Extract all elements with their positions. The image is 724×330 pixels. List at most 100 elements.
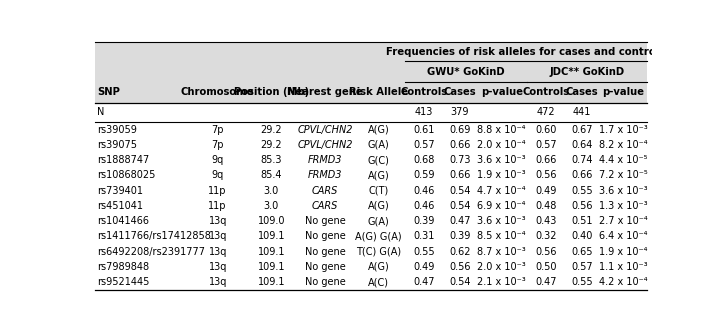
Text: No gene: No gene (305, 262, 345, 272)
Text: G(A): G(A) (368, 140, 390, 150)
Text: 4.2 x 10⁻⁴: 4.2 x 10⁻⁴ (599, 277, 647, 287)
Text: 2.1 x 10⁻³: 2.1 x 10⁻³ (477, 277, 526, 287)
Text: 0.49: 0.49 (535, 186, 557, 196)
Text: A(G): A(G) (368, 170, 390, 181)
Text: JDC** GoKinD: JDC** GoKinD (550, 67, 625, 77)
Text: 3.0: 3.0 (264, 186, 279, 196)
Text: rs739401: rs739401 (97, 186, 143, 196)
Bar (95, 259, 647, 275)
Bar (95, 152, 647, 168)
Text: 0.66: 0.66 (535, 155, 557, 165)
Bar (95, 214, 647, 229)
Text: 0.31: 0.31 (413, 231, 434, 242)
Text: 0.50: 0.50 (535, 262, 557, 272)
Bar (95, 183, 647, 198)
Text: rs39075: rs39075 (97, 140, 138, 150)
Text: 1.9 x 10⁻⁴: 1.9 x 10⁻⁴ (599, 247, 647, 257)
Text: 2.0 x 10⁻³: 2.0 x 10⁻³ (477, 262, 526, 272)
Bar (95, 42, 647, 61)
Text: 0.73: 0.73 (449, 155, 471, 165)
Text: 85.4: 85.4 (261, 170, 282, 181)
Text: CARS: CARS (312, 201, 338, 211)
Text: SNP: SNP (97, 87, 120, 97)
Text: 8.2 x 10⁻⁴: 8.2 x 10⁻⁴ (599, 140, 647, 150)
Text: 0.55: 0.55 (571, 277, 592, 287)
Text: 13q: 13q (209, 262, 227, 272)
Text: 0.60: 0.60 (535, 124, 557, 135)
Text: 0.55: 0.55 (413, 247, 434, 257)
Text: 0.66: 0.66 (449, 170, 471, 181)
Text: 0.54: 0.54 (449, 186, 471, 196)
Text: G(A): G(A) (368, 216, 390, 226)
Text: 0.49: 0.49 (413, 262, 434, 272)
Text: 1.9 x 10⁻³: 1.9 x 10⁻³ (477, 170, 526, 181)
Text: 0.55: 0.55 (571, 186, 592, 196)
Text: 2.0 x 10⁻⁴: 2.0 x 10⁻⁴ (477, 140, 526, 150)
Text: 0.66: 0.66 (571, 170, 592, 181)
Text: CPVL/CHN2: CPVL/CHN2 (298, 140, 353, 150)
Text: 8.7 x 10⁻³: 8.7 x 10⁻³ (477, 247, 526, 257)
Text: 109.0: 109.0 (258, 216, 285, 226)
Text: No gene: No gene (305, 277, 345, 287)
Text: CARS: CARS (312, 186, 338, 196)
Text: Cases: Cases (443, 87, 476, 97)
Text: 0.57: 0.57 (571, 262, 592, 272)
Text: No gene: No gene (305, 231, 345, 242)
Text: 0.56: 0.56 (571, 201, 592, 211)
Text: CPVL/CHN2: CPVL/CHN2 (298, 124, 353, 135)
Bar (95, 244, 647, 259)
Text: 13q: 13q (209, 231, 227, 242)
Text: rs9521445: rs9521445 (97, 277, 150, 287)
Text: 2.7 x 10⁻⁴: 2.7 x 10⁻⁴ (599, 216, 647, 226)
Text: 0.47: 0.47 (413, 277, 434, 287)
Text: 9q: 9q (211, 155, 224, 165)
Text: rs6492208/rs2391777: rs6492208/rs2391777 (97, 247, 205, 257)
Text: 0.48: 0.48 (535, 201, 557, 211)
Text: 13q: 13q (209, 247, 227, 257)
Text: rs1888747: rs1888747 (97, 155, 149, 165)
Text: 441: 441 (573, 107, 591, 117)
Text: rs10868025: rs10868025 (97, 170, 156, 181)
Text: 13q: 13q (209, 216, 227, 226)
Text: 0.62: 0.62 (449, 247, 471, 257)
Bar (95, 137, 647, 152)
Text: N: N (97, 107, 104, 117)
Text: 0.65: 0.65 (571, 247, 592, 257)
Text: Controls: Controls (522, 87, 570, 97)
Text: p-value: p-value (602, 87, 644, 97)
Bar (95, 168, 647, 183)
Text: rs1411766/rs17412858: rs1411766/rs17412858 (97, 231, 211, 242)
Text: 11p: 11p (209, 201, 227, 211)
Text: 1.7 x 10⁻³: 1.7 x 10⁻³ (599, 124, 647, 135)
Text: 413: 413 (415, 107, 433, 117)
Text: A(G): A(G) (368, 124, 390, 135)
Text: A(G): A(G) (368, 262, 390, 272)
Text: 0.57: 0.57 (413, 140, 434, 150)
Bar (95, 275, 647, 290)
Text: 109.1: 109.1 (258, 262, 285, 272)
Text: 3.6 x 10⁻³: 3.6 x 10⁻³ (477, 216, 526, 226)
Text: 29.2: 29.2 (261, 140, 282, 150)
Text: C(T): C(T) (369, 186, 389, 196)
Text: 0.64: 0.64 (571, 140, 592, 150)
Text: 0.46: 0.46 (413, 186, 434, 196)
Text: 3.0: 3.0 (264, 201, 279, 211)
Text: 472: 472 (536, 107, 555, 117)
Text: 0.57: 0.57 (535, 140, 557, 150)
Text: Frequencies of risk alleles for cases and controls: Frequencies of risk alleles for cases an… (387, 47, 665, 57)
Text: 379: 379 (450, 107, 469, 117)
Text: No gene: No gene (305, 247, 345, 257)
Text: 0.47: 0.47 (535, 277, 557, 287)
Bar (95, 198, 647, 214)
Text: 0.54: 0.54 (449, 277, 471, 287)
Bar (95, 82, 647, 103)
Text: 0.39: 0.39 (413, 216, 434, 226)
Text: T(C) G(A): T(C) G(A) (356, 247, 401, 257)
Text: 0.56: 0.56 (449, 262, 471, 272)
Text: 0.46: 0.46 (413, 201, 434, 211)
Text: 109.1: 109.1 (258, 277, 285, 287)
Text: 0.61: 0.61 (413, 124, 434, 135)
Text: rs7989848: rs7989848 (97, 262, 149, 272)
Text: 0.40: 0.40 (571, 231, 592, 242)
Text: 3.6 x 10⁻³: 3.6 x 10⁻³ (477, 155, 526, 165)
